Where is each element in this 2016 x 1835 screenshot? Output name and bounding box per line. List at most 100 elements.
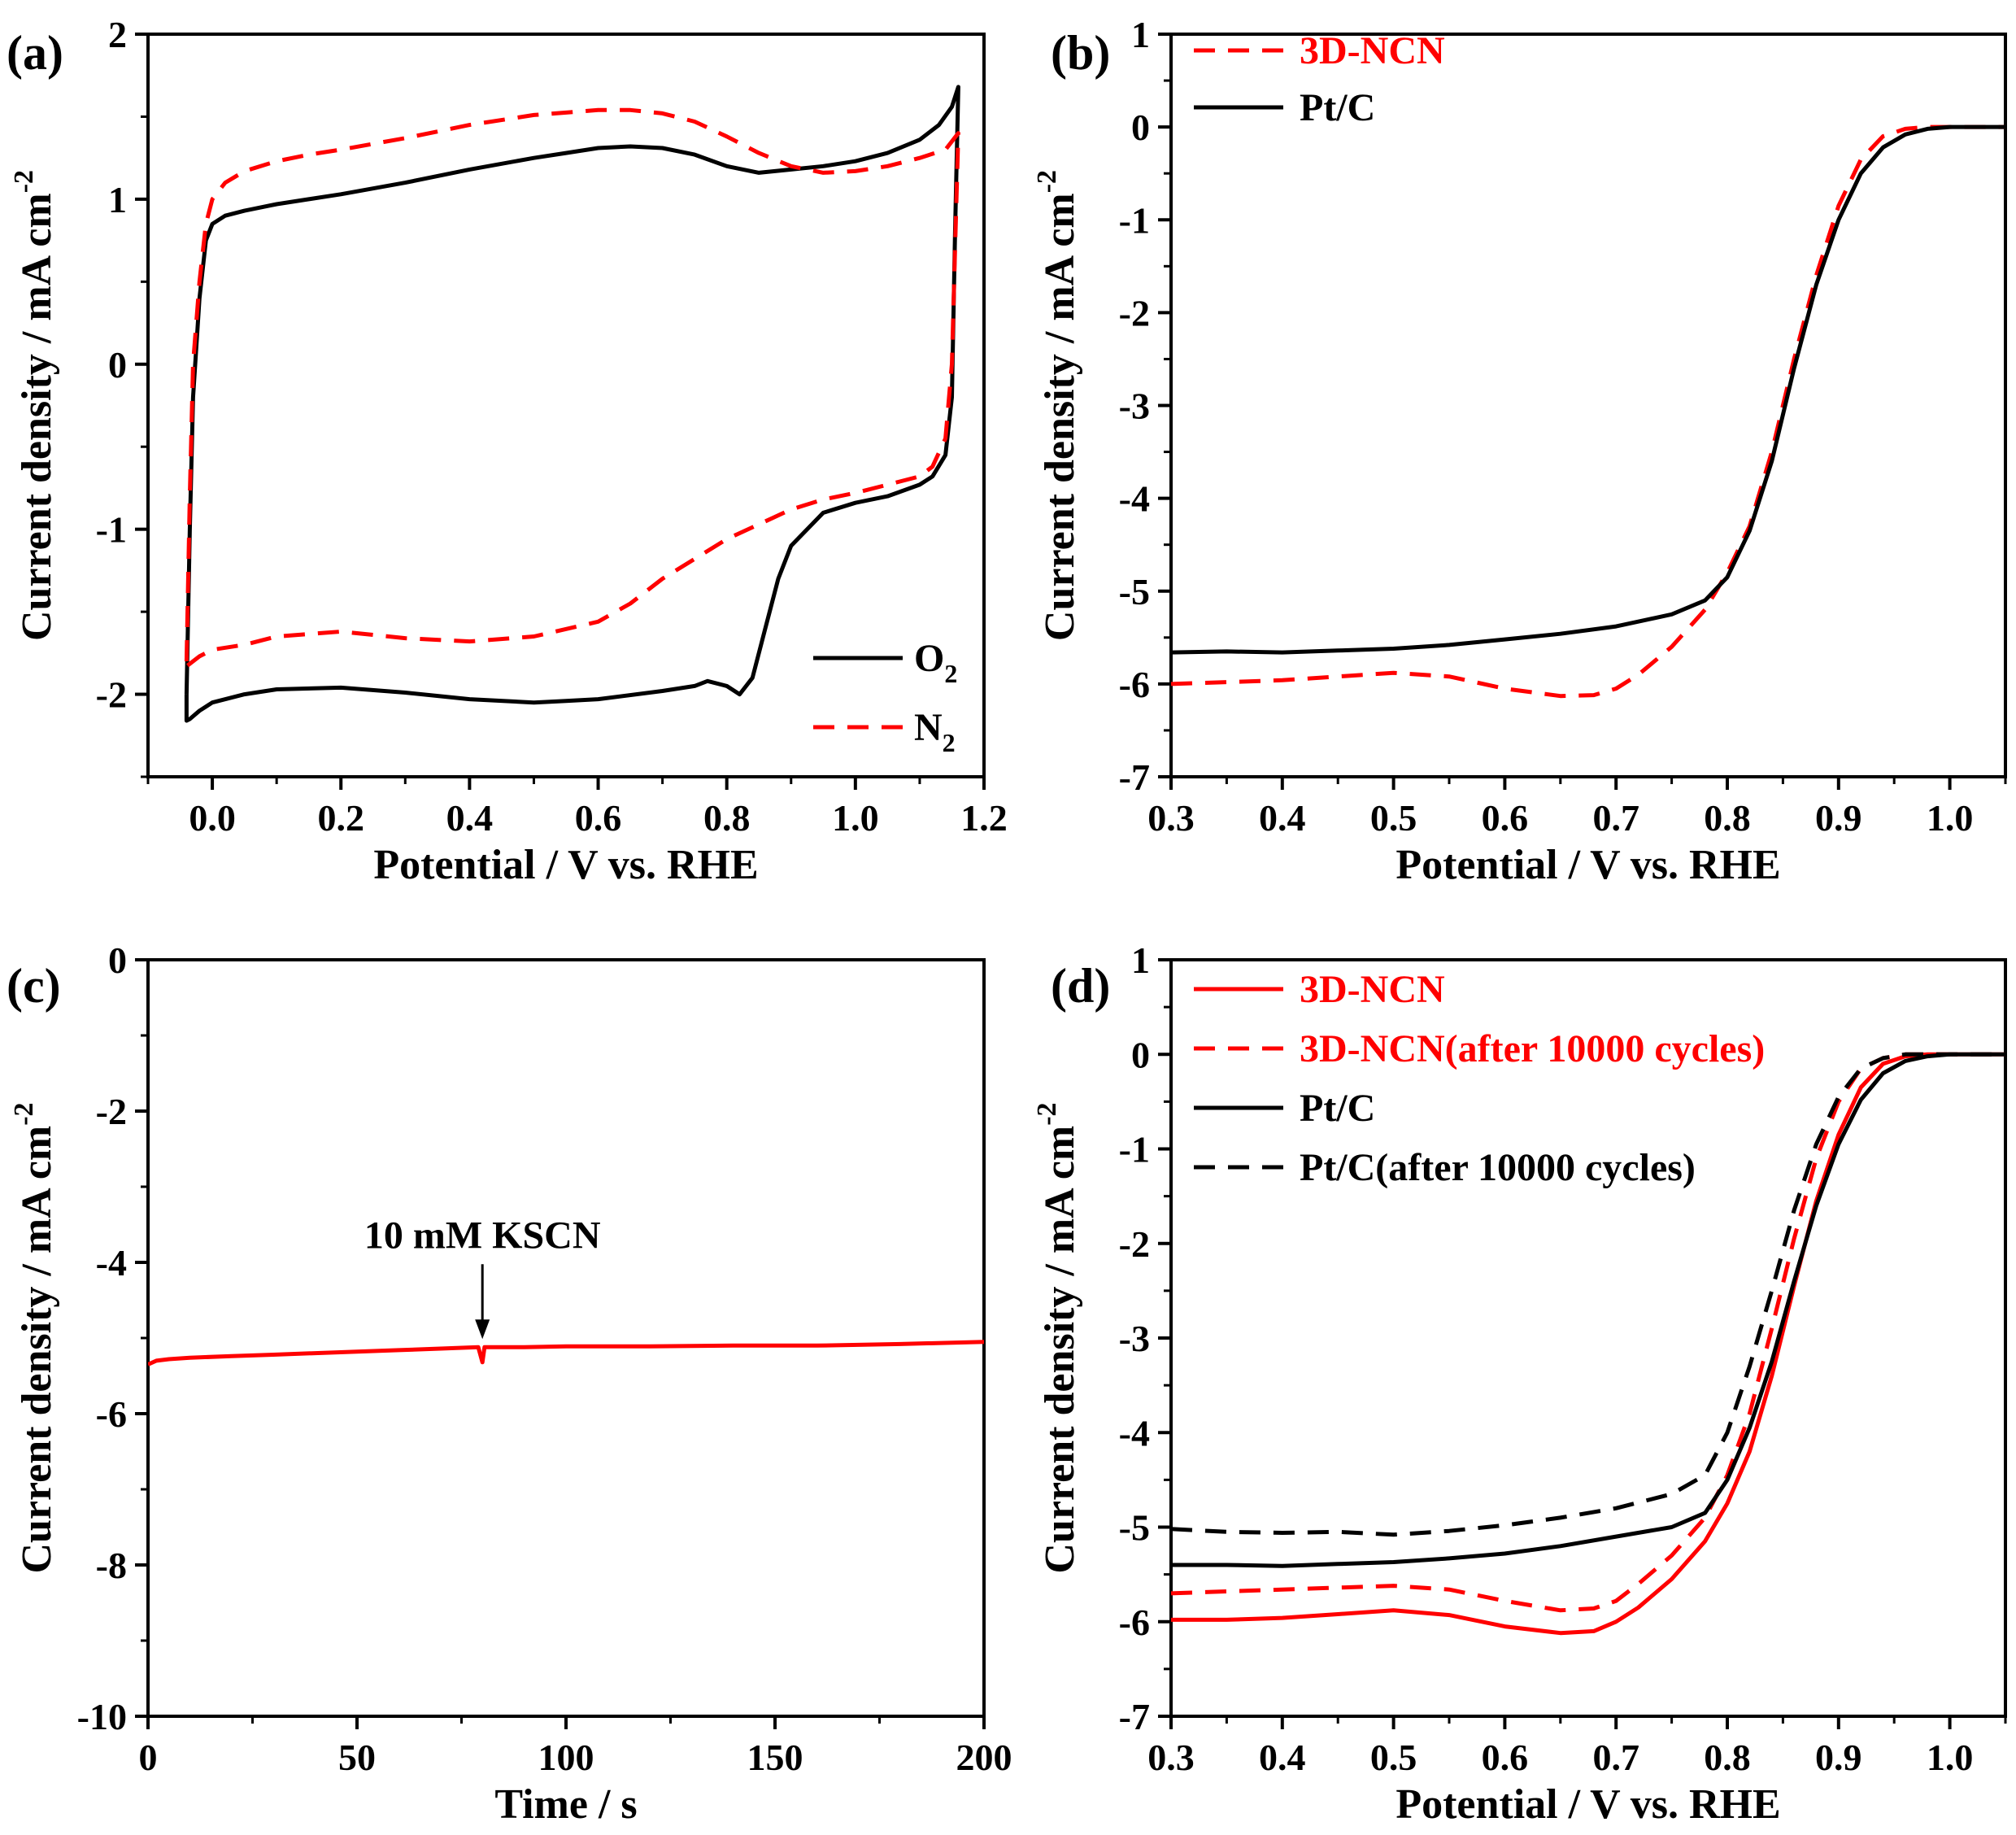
y-tick-label: 1: [1131, 939, 1150, 981]
series-line: [1171, 1052, 2005, 1568]
x-axis-title: Potential / V vs. RHE: [373, 842, 758, 888]
y-axis-title-sup: -2: [1032, 1102, 1062, 1125]
series-line: [1171, 124, 2005, 699]
x-tick-label: 0.3: [1147, 1737, 1195, 1778]
y-tick-label: -4: [96, 1242, 127, 1284]
x-tick-label: 0.7: [1592, 797, 1639, 839]
x-tick-label: 50: [338, 1737, 376, 1778]
y-tick-label: 1: [108, 179, 127, 220]
series-line: [1171, 124, 2005, 655]
plot-frame: [1169, 958, 2007, 1718]
x-tick-label: 0.4: [1259, 1737, 1306, 1778]
legend-label: Pt/C(after 10000 cycles): [1300, 1146, 1696, 1189]
x-axis-title: Potential / V vs. RHE: [1396, 842, 1780, 888]
legend-label: N2: [914, 706, 956, 757]
series-line: [1171, 1052, 2005, 1537]
y-tick-label: 0: [108, 344, 127, 386]
y-tick-label: -5: [1119, 1507, 1150, 1549]
y-axis-title-main: Current density / mA cm: [14, 193, 60, 641]
legend-label-sub: 2: [943, 728, 956, 757]
y-tick-label: -4: [1119, 478, 1150, 520]
panel-label: (b): [1051, 26, 1110, 80]
y-tick-label: -8: [96, 1545, 127, 1586]
x-axis-title: Potential / V vs. RHE: [1396, 1781, 1780, 1828]
x-tick-label: 0.4: [446, 797, 494, 839]
x-tick-label: 0.2: [317, 797, 364, 839]
legend-label: 3D-NCN: [1300, 29, 1445, 72]
legend-label: O2: [914, 637, 957, 688]
plot-frame: [146, 958, 986, 1718]
y-tick-label: -4: [1119, 1412, 1150, 1454]
x-tick-label: 0.5: [1370, 797, 1417, 839]
y-axis-title-sup: -2: [1032, 170, 1062, 193]
y-tick-label: 0: [1131, 1034, 1150, 1075]
x-tick-label: 0.8: [1704, 797, 1751, 839]
annotation-arrowhead: [475, 1319, 490, 1340]
panel-label: (c): [7, 959, 61, 1013]
series-line: [184, 107, 960, 669]
chart-panel: 0.3 0.4 0.5 0.6 0.7 0.8 0.9 1.0 -7 -6 -5 -4 -3 -2 -1 0 1…: [1032, 939, 2007, 1828]
y-tick-label: -2: [96, 1091, 127, 1132]
y-tick-label: -6: [1119, 664, 1150, 705]
series-line: [1171, 1052, 2005, 1636]
legend-label-sub: 2: [944, 659, 957, 688]
legend-label: Pt/C: [1300, 1087, 1375, 1130]
x-tick-label: 0.0: [189, 797, 236, 839]
x-tick-label: 0.9: [1815, 797, 1862, 839]
x-tick-label: 0.5: [1370, 1737, 1417, 1778]
x-tick-label: 0.6: [1482, 797, 1529, 839]
plot-frame: [146, 33, 986, 778]
panel-label: (a): [7, 26, 63, 80]
y-tick-label: -3: [1119, 1318, 1150, 1359]
series-line: [148, 1340, 984, 1366]
x-axis-title: Time / s: [494, 1781, 637, 1828]
y-tick-label: -1: [1119, 199, 1150, 241]
x-tick-label: 150: [747, 1737, 803, 1778]
chart-panel: 0.0 0.2 0.4 0.6 0.8 1.0 1.2 -2 -1 0 1 2 Potential / …: [7, 14, 1008, 888]
legend-label: 3D-NCN: [1300, 968, 1445, 1011]
annotation-label: 10 mM KSCN: [364, 1214, 601, 1257]
legend-label: 3D-NCN(after 10000 cycles): [1300, 1027, 1765, 1070]
y-axis-title-main: Current density / mA cm: [1037, 193, 1083, 641]
y-tick-label: -6: [1119, 1602, 1150, 1643]
x-tick-label: 0.3: [1147, 797, 1195, 839]
x-tick-label: 200: [956, 1737, 1012, 1778]
chart-panel: 0.3 0.4 0.5 0.6 0.7 0.8 0.9 1.0 -7 -6 -5 -4 -3 -2 -1 0 1…: [1032, 14, 2007, 888]
x-tick-label: 1.0: [1927, 1737, 1974, 1778]
y-axis-title-sup: -2: [9, 170, 39, 193]
y-tick-label: -10: [77, 1696, 127, 1737]
x-tick-label: 0.6: [575, 797, 622, 839]
y-axis-title: Current density / mA cm-2: [1032, 1102, 1083, 1573]
x-tick-label: 0.8: [1704, 1737, 1751, 1778]
legend-label: Pt/C: [1300, 86, 1375, 129]
legend-label-main: O: [914, 637, 944, 680]
x-tick-label: 100: [538, 1737, 594, 1778]
series-line: [1171, 1052, 2005, 1613]
panel-label: (d): [1051, 959, 1110, 1013]
y-tick-label: -7: [1119, 1696, 1150, 1737]
y-tick-label: 0: [1131, 107, 1150, 148]
y-axis-title-main: Current density / mA cm: [1037, 1126, 1083, 1574]
y-tick-label: 2: [108, 14, 127, 55]
x-tick-label: 1.2: [960, 797, 1008, 839]
y-tick-label: -5: [1119, 571, 1150, 612]
y-axis-title: Current density / mA cm-2: [1032, 170, 1083, 641]
x-tick-label: 0.7: [1592, 1737, 1639, 1778]
x-tick-label: 0: [139, 1737, 158, 1778]
y-tick-label: -3: [1119, 386, 1150, 427]
chart-panel: 0 50 100 150 200 -10 -8 -6 -4 -2 0 Time / s Current …: [7, 939, 1012, 1828]
y-tick-label: -2: [1119, 292, 1150, 333]
y-tick-label: 0: [108, 939, 127, 981]
y-tick-label: -7: [1119, 756, 1150, 798]
y-axis-title: Current density / mA cm-2: [9, 1102, 60, 1573]
y-axis-title-main: Current density / mA cm: [14, 1126, 60, 1574]
x-tick-label: 0.9: [1815, 1737, 1862, 1778]
x-tick-label: 0.6: [1482, 1737, 1529, 1778]
x-tick-label: 0.4: [1259, 797, 1306, 839]
y-tick-label: -6: [96, 1393, 127, 1435]
x-tick-label: 1.0: [1927, 797, 1974, 839]
x-tick-label: 0.8: [703, 797, 751, 839]
y-tick-label: -1: [96, 509, 127, 551]
y-tick-label: 1: [1131, 14, 1150, 55]
